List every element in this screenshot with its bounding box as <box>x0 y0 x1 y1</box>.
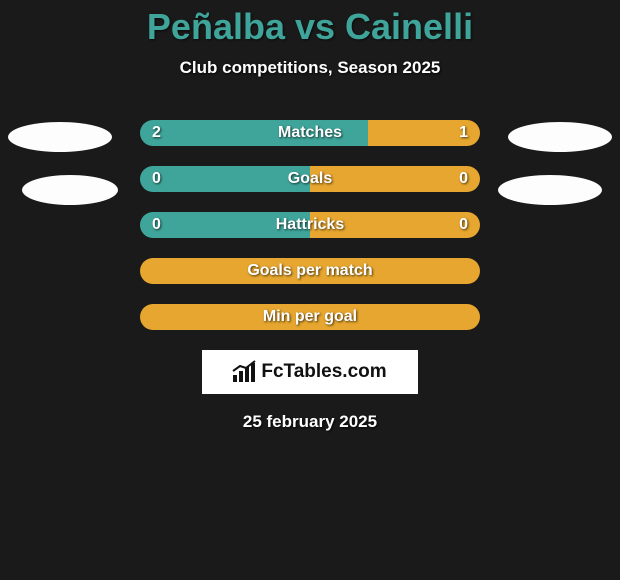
stat-row: 2Matches1 <box>140 120 480 146</box>
brand-text: FcTables.com <box>261 361 386 383</box>
avatar-placeholder <box>498 175 602 205</box>
stat-value-right: 0 <box>459 170 468 188</box>
stats-bars: 2Matches10Goals00Hattricks0Goals per mat… <box>0 120 620 330</box>
stat-value-right: 0 <box>459 216 468 234</box>
stat-row: 0Hattricks0 <box>140 212 480 238</box>
stat-label: Goals per match <box>140 262 480 280</box>
chart-icon <box>233 362 255 382</box>
stat-label: Hattricks <box>140 216 480 234</box>
subtitle: Club competitions, Season 2025 <box>0 58 620 78</box>
stat-row: 0Goals0 <box>140 166 480 192</box>
stat-label: Matches <box>140 124 480 142</box>
page-title: Peñalba vs Cainelli <box>0 0 620 48</box>
stat-row: Min per goal <box>140 304 480 330</box>
comparison-infographic: Peñalba vs Cainelli Club competitions, S… <box>0 0 620 580</box>
brand-box: FcTables.com <box>202 350 418 394</box>
avatar-placeholder <box>508 122 612 152</box>
stat-label: Min per goal <box>140 308 480 326</box>
date-label: 25 february 2025 <box>0 412 620 432</box>
stat-value-right: 1 <box>459 124 468 142</box>
avatar-placeholder <box>8 122 112 152</box>
avatar-placeholder <box>22 175 118 205</box>
stat-row: Goals per match <box>140 258 480 284</box>
stat-label: Goals <box>140 170 480 188</box>
